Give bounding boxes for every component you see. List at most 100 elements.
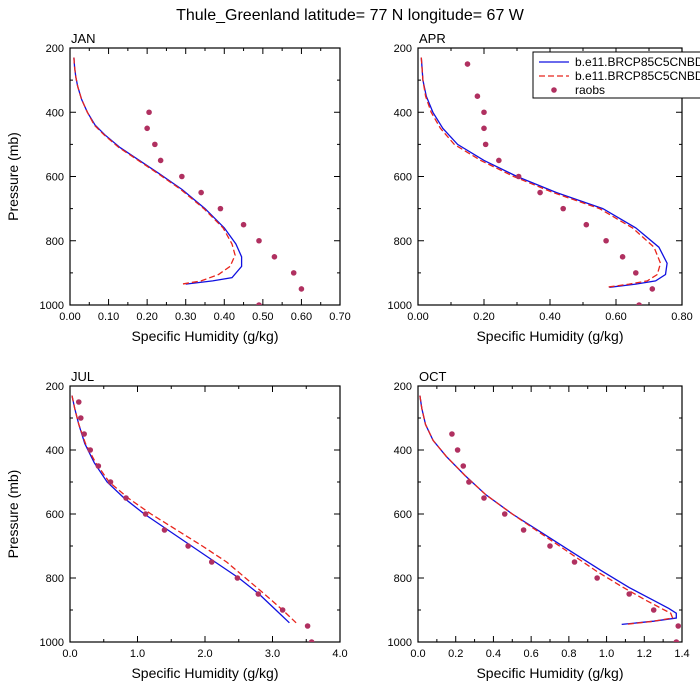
raobs-point-oct bbox=[626, 591, 632, 597]
y-tick-label-oct: 1000 bbox=[388, 637, 412, 649]
panel-jul: JUL 0.0 1.0 2.0 3.0 4.0 200 400 600 800 1000 Specif… bbox=[5, 369, 348, 681]
panel-oct-frame bbox=[417, 385, 683, 643]
raobs-point-oct bbox=[460, 463, 467, 469]
figure-title: Thule_Greenland latitude= 77 N longitude… bbox=[176, 7, 525, 24]
raobs-point-jul bbox=[87, 447, 94, 453]
series-line-2-jul bbox=[71, 395, 297, 624]
raobs-point-apr bbox=[474, 93, 481, 99]
raobs-point-apr bbox=[481, 125, 487, 132]
raobs-point-jan bbox=[198, 189, 204, 196]
raobs-point-jul bbox=[123, 495, 129, 501]
legend: b.e11.BRCP85C5CNBDRD.f09_g16.011b.e11.BR… bbox=[532, 51, 700, 99]
x-tick-label-jan: 0.70 bbox=[329, 311, 350, 323]
y-tick-label-jan: 800 bbox=[46, 236, 64, 248]
raobs-point-jul bbox=[161, 527, 168, 533]
raobs-point-apr bbox=[481, 109, 487, 116]
y-tick-label-jan: 200 bbox=[46, 43, 64, 55]
raobs-point-jan bbox=[240, 221, 247, 228]
series-line-1-jul bbox=[71, 395, 290, 624]
raobs-point-apr bbox=[619, 254, 626, 260]
y-tick-label-oct: 400 bbox=[394, 445, 412, 457]
raobs-point-oct bbox=[520, 527, 527, 533]
x-tick-label-oct: 1.4 bbox=[674, 648, 689, 660]
legend-box bbox=[532, 51, 700, 99]
y-tick-label-apr: 800 bbox=[394, 236, 412, 248]
x-tick-label-jan: 0.30 bbox=[175, 311, 196, 323]
x-tick-label-oct: 0.0 bbox=[410, 648, 425, 660]
raobs-point-jul bbox=[75, 399, 82, 405]
x-tick-label-oct: 1.0 bbox=[599, 648, 614, 660]
x-tick-label-jul: 2.0 bbox=[197, 648, 212, 660]
x-tick-label-oct: 0.2 bbox=[448, 648, 463, 660]
raobs-point-jul bbox=[308, 639, 315, 642]
raobs-point-oct bbox=[501, 511, 508, 517]
raobs-point-oct bbox=[547, 543, 553, 549]
x-tick-label-apr: 0.60 bbox=[605, 311, 626, 323]
panel-jan: JAN 0.00 0.10 0.20 0.30 0.40 0.50 0.60 0.70 200 40… bbox=[5, 31, 351, 344]
raobs-point-jan bbox=[298, 286, 305, 292]
raobs-point-jul bbox=[255, 591, 262, 597]
panel-jan-ylabel: Pressure (mb) bbox=[5, 132, 21, 221]
x-tick-label-jan: 0.10 bbox=[98, 311, 119, 323]
y-tick-label-apr: 200 bbox=[394, 43, 412, 55]
x-tick-label-jul: 1.0 bbox=[130, 648, 145, 660]
raobs-point-jan bbox=[290, 270, 297, 276]
x-tick-label-jan: 0.00 bbox=[59, 311, 80, 323]
panel-jan-data bbox=[73, 57, 305, 305]
raobs-point-oct bbox=[650, 607, 657, 613]
legend-entry: raobs bbox=[575, 83, 605, 97]
raobs-point-apr bbox=[603, 237, 609, 244]
x-tick-label-oct: 0.6 bbox=[523, 648, 538, 660]
x-tick-label-oct: 0.4 bbox=[486, 648, 501, 660]
raobs-point-oct bbox=[449, 431, 455, 437]
raobs-point-jul bbox=[78, 415, 84, 421]
raobs-point-jan bbox=[146, 109, 152, 116]
raobs-point-jul bbox=[279, 607, 286, 613]
raobs-point-oct bbox=[454, 447, 461, 453]
y-tick-label-oct: 600 bbox=[394, 509, 412, 521]
legend-swatch-raobs bbox=[551, 87, 557, 93]
y-tick-label-jul: 1000 bbox=[40, 637, 64, 649]
y-tick-label-jan: 1000 bbox=[40, 300, 64, 312]
raobs-point-oct bbox=[675, 623, 682, 629]
raobs-point-jul bbox=[185, 543, 191, 549]
panel-oct: OCT 0.0 0.2 0.4 0.6 0.8 1.0 1.2 1.4 200 400 600 800 1… bbox=[388, 369, 690, 681]
raobs-point-jul bbox=[95, 463, 102, 469]
x-tick-label-apr: 0.00 bbox=[407, 311, 428, 323]
raobs-point-jan bbox=[256, 302, 262, 305]
raobs-point-jul bbox=[142, 511, 149, 517]
raobs-point-oct bbox=[481, 495, 487, 501]
x-tick-label-oct: 1.2 bbox=[637, 648, 652, 660]
panel-jul-xlabel: Specific Humidity (g/kg) bbox=[131, 665, 278, 681]
panel-apr: APR 0.00 0.20 0.40 0.60 0.80 200 400 600 800 1000 S… bbox=[388, 31, 700, 344]
panel-oct-xlabel: Specific Humidity (g/kg) bbox=[476, 665, 623, 681]
raobs-point-jan bbox=[256, 237, 262, 244]
x-tick-label-jan: 0.60 bbox=[291, 311, 312, 323]
raobs-point-apr bbox=[482, 141, 489, 148]
panel-apr-data bbox=[420, 57, 668, 305]
raobs-point-apr bbox=[636, 302, 642, 305]
y-tick-label-jan: 600 bbox=[46, 172, 64, 184]
panel-oct-data bbox=[419, 395, 682, 642]
y-tick-label-jul: 800 bbox=[46, 573, 64, 585]
x-tick-label-jan: 0.50 bbox=[252, 311, 273, 323]
raobs-point-jul bbox=[107, 479, 114, 485]
raobs-point-jul bbox=[234, 575, 241, 581]
y-tick-label-apr: 1000 bbox=[388, 300, 412, 312]
y-tick-label-apr: 600 bbox=[394, 172, 412, 184]
raobs-point-jan bbox=[217, 205, 224, 212]
panels: JAN 0.00 0.10 0.20 0.30 0.40 0.50 0.60 0.70 200 40… bbox=[5, 31, 700, 681]
y-tick-label-apr: 400 bbox=[394, 107, 412, 119]
raobs-point-apr bbox=[560, 205, 566, 212]
y-tick-label-jul: 600 bbox=[46, 509, 64, 521]
raobs-point-oct bbox=[571, 559, 578, 565]
x-tick-label-jul: 0.0 bbox=[62, 648, 77, 660]
y-tick-label-jan: 400 bbox=[46, 107, 64, 119]
panel-jul-data bbox=[71, 395, 315, 642]
raobs-point-oct bbox=[594, 575, 600, 581]
raobs-point-jan bbox=[179, 173, 185, 180]
raobs-point-jan bbox=[144, 125, 150, 132]
y-tick-label-oct: 800 bbox=[394, 573, 412, 585]
panel-jul-frame bbox=[69, 385, 341, 643]
